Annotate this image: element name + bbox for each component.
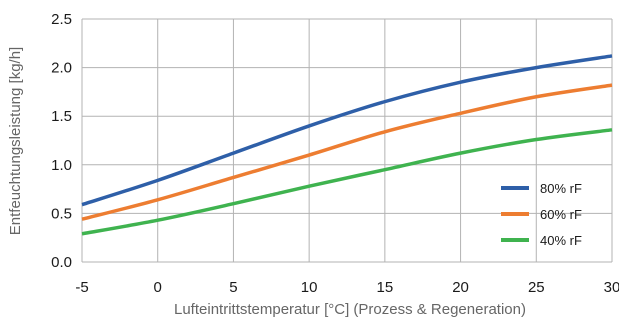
y-axis-label: Entfeuchtungsleistung [kg/h] xyxy=(7,47,24,235)
y-tick-label: 1.0 xyxy=(51,157,72,174)
y-tick-label: 2.0 xyxy=(51,60,72,77)
y-tick-label: 1.5 xyxy=(51,108,72,125)
x-tick-label: 0 xyxy=(154,279,162,296)
x-tick-label: 10 xyxy=(301,279,318,296)
legend-label: 60% rF xyxy=(540,207,582,222)
y-tick-label: 2.5 xyxy=(51,11,72,28)
series-line-60-rf xyxy=(81,83,613,221)
x-tick-label: 30 xyxy=(604,279,619,296)
legend-swatch xyxy=(501,212,529,216)
series-line-80-rf xyxy=(81,54,613,207)
legend-label: 80% rF xyxy=(540,181,582,196)
x-tick-label: 20 xyxy=(452,279,469,296)
x-tick-label: 5 xyxy=(229,279,237,296)
x-tick-label: 25 xyxy=(528,279,545,296)
series-layer xyxy=(81,54,613,236)
x-axis-label: Lufteintrittstemperatur [°C] (Prozess & … xyxy=(174,301,526,318)
legend-label: 40% rF xyxy=(540,233,582,248)
y-tick-label: 0.0 xyxy=(51,254,72,271)
legend-swatch xyxy=(501,186,529,190)
y-tick-label: 0.5 xyxy=(51,205,72,222)
tick-labels: -5 0 5 10 15 20 25 30 0.0 0.5 1.0 1.5 2.0 2.5 xyxy=(51,11,619,296)
legend-swatch xyxy=(501,238,529,242)
x-tick-label: 15 xyxy=(377,279,394,296)
legend: 80% rF 60% rF 40% rF xyxy=(501,181,582,248)
series-line-40-rf xyxy=(81,128,613,236)
x-tick-label: -5 xyxy=(75,279,88,296)
